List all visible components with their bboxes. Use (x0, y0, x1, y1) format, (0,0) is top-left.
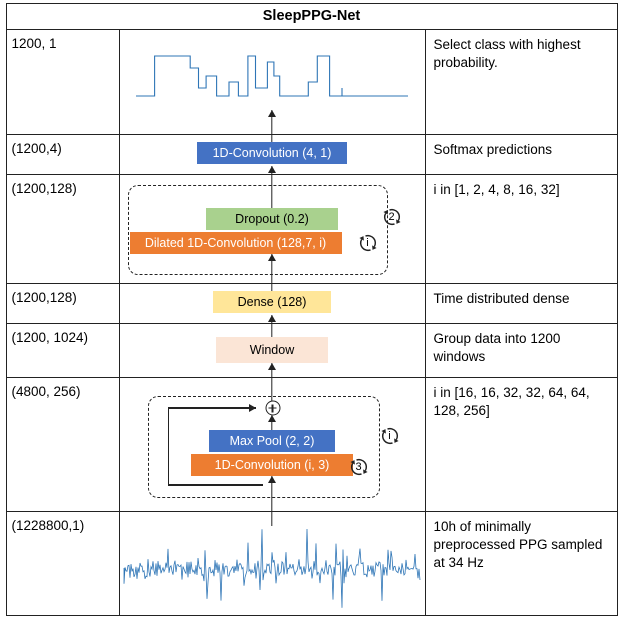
row-description: i in [16, 16, 32, 32, 64, 64, 128, 256] (433, 385, 590, 419)
row-softmax: (1200,4) 1D-Convolution (4, 1) Softmax p… (6, 135, 617, 175)
arrow-up-icon (268, 476, 276, 483)
skip-connection-line (167, 484, 263, 486)
conv-layer-box: 1D-Convolution (i, 3) (191, 454, 353, 476)
connector-line (271, 324, 273, 337)
ppg-waveform-plot (123, 528, 421, 608)
connector-line (271, 512, 273, 526)
loop-count-label: 3 (355, 461, 362, 473)
loop-index-label: i (388, 430, 391, 442)
loop-index-label: i (366, 237, 369, 249)
arrow-up-icon (268, 254, 276, 261)
shape-label: (1200,128) (7, 175, 120, 283)
connector-line (271, 284, 273, 291)
row-description: Time distributed dense (433, 291, 570, 306)
connector-line (271, 378, 273, 401)
row-output: 1200, 1 Select class with highest probab… (6, 30, 617, 135)
dilated-conv-layer-box: Dilated 1D-Convolution (128,7, i) (129, 232, 342, 254)
repeat-block-outline (147, 396, 380, 498)
arrow-up-icon (268, 110, 276, 117)
maxpool-layer-box: Max Pool (2, 2) (209, 430, 335, 452)
window-layer-box: Window (216, 337, 328, 363)
shape-label: (1200, 1024) (7, 324, 120, 377)
dense-layer-box: Dense (128) (213, 291, 331, 313)
row-description: Select class with highest probability. (433, 37, 581, 71)
figure-title: SleepPPG-Net (6, 4, 617, 30)
row-description: i in [1, 2, 4, 8, 16, 32] (433, 182, 560, 197)
row-dense: (1200,128) Dense (128) Time distributed … (6, 284, 617, 324)
diagram-cell-input (120, 512, 426, 615)
repeat-count-badge: 3 (348, 456, 370, 478)
dropout-layer-box: Dropout (0.2) (206, 208, 338, 230)
connector-line (271, 476, 273, 511)
sleepppg-net-figure: SleepPPG-Net 1200, 1 Select class with h… (5, 3, 618, 616)
diagram-cell-dilated: Dropout (0.2) Dilated 1D-Convolution (12… (120, 175, 426, 283)
skip-connection-line (167, 407, 256, 409)
connector-line (271, 175, 273, 208)
shape-label: (1200,128) (7, 284, 120, 323)
skip-connection-line (167, 408, 169, 485)
hypnogram-plot (136, 55, 408, 97)
repeat-block-outline (127, 185, 388, 275)
row-window: (1200, 1024) Window Group data into 1200… (6, 324, 617, 378)
conv-layer-box: 1D-Convolution (4, 1) (197, 142, 347, 164)
connector-line (271, 135, 273, 142)
diagram-cell-convblock: Max Pool (2, 2) 1D-Convolution (i, 3) 3 (120, 378, 426, 511)
diagram-cell-output (120, 30, 426, 134)
row-input: (1228800,1) 10h of minimally preprocesse… (7, 512, 617, 615)
hypnogram-path (136, 55, 408, 97)
circular-arrows-icon (380, 427, 399, 445)
row-description: 10h of minimally preprocessed PPG sample… (433, 519, 603, 571)
arrow-right-icon (248, 403, 256, 412)
diagram-cell-window: Window (120, 324, 426, 377)
shape-label: (1228800,1) (7, 512, 120, 615)
row-description: Group data into 1200 windows (433, 331, 561, 365)
connector-line (271, 254, 273, 283)
diagram-cell-softmax: 1D-Convolution (4, 1) (120, 135, 426, 174)
repeat-count-badge: i (357, 232, 379, 254)
row-description: Softmax predictions (433, 142, 553, 157)
loop-count-label: 2 (388, 211, 395, 223)
arrow-up-icon (268, 363, 276, 370)
ppg-waveform-path (123, 528, 421, 608)
row-conv-block: (4800, 256) Max Pool (2, 2) 1D-Convoluti… (6, 378, 617, 512)
connector-line (271, 415, 273, 430)
sum-node-icon (265, 400, 280, 416)
arrow-up-icon (268, 415, 276, 422)
connector-line (271, 110, 273, 134)
row-dilated-block: (1200,128) Dropout (0.2) Dilated 1D-Conv… (6, 175, 617, 284)
arrow-up-icon (268, 315, 276, 322)
shape-label: 1200, 1 (7, 30, 120, 134)
circular-arrows-icon (358, 234, 377, 252)
repeat-count-badge: i (379, 425, 401, 447)
repeat-count-badge: 2 (381, 206, 403, 228)
shape-label: (1200,4) (7, 135, 120, 174)
circular-arrows-icon (382, 208, 401, 226)
circular-arrows-icon (349, 458, 368, 476)
connector-line (271, 363, 273, 377)
diagram-cell-dense: Dense (128) (120, 284, 426, 323)
shape-label: (4800, 256) (7, 378, 120, 511)
arrow-up-icon (268, 166, 276, 173)
